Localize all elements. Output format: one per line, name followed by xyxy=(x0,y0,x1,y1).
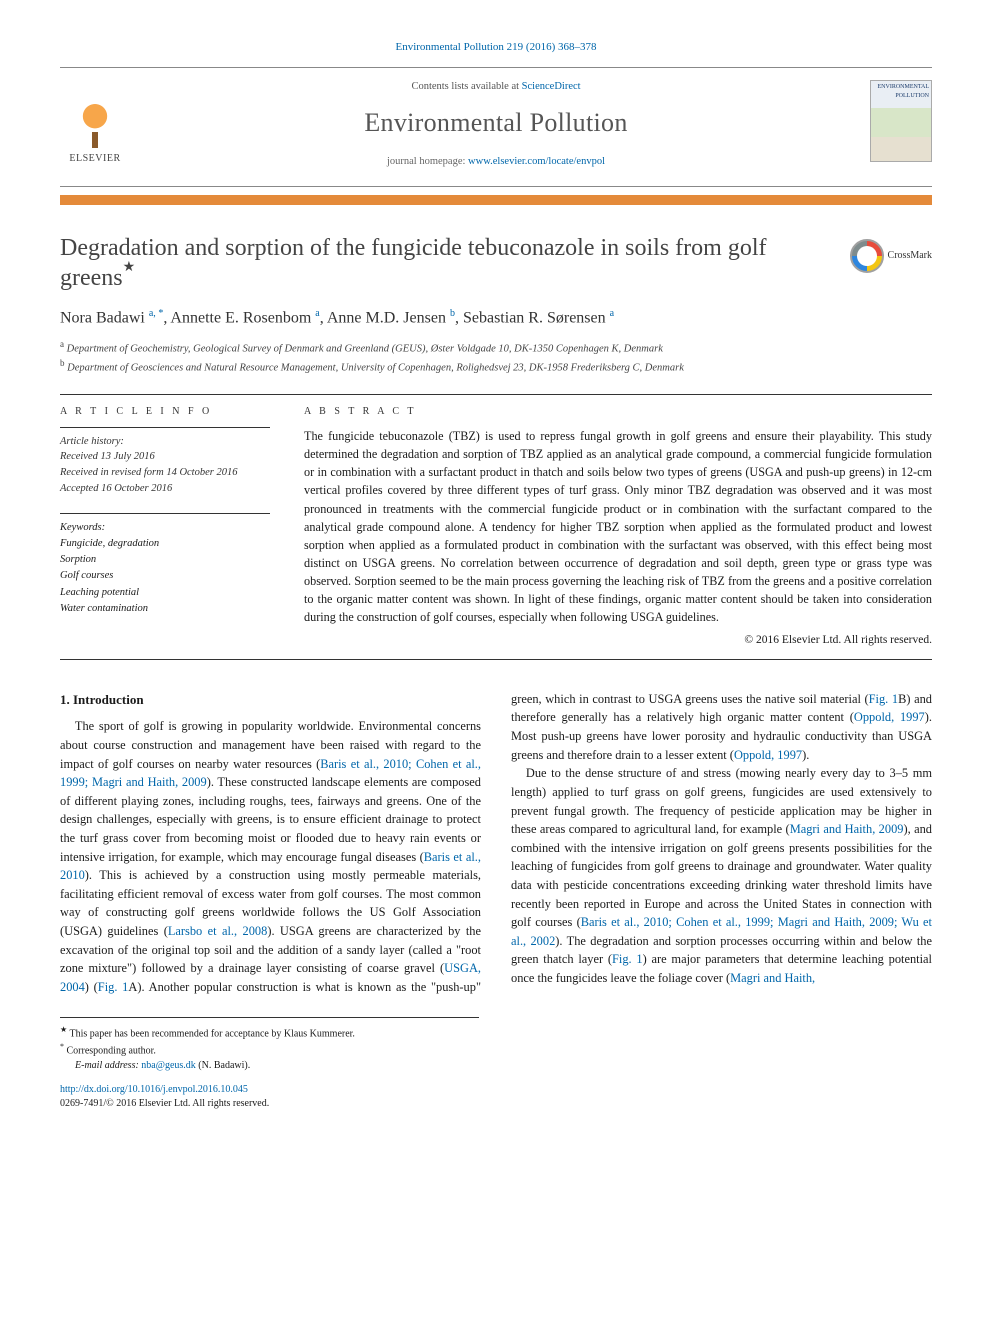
keyword-0: Fungicide, degradation xyxy=(60,536,270,552)
history-accepted: Accepted 16 October 2016 xyxy=(60,481,270,497)
article-info-column: A R T I C L E I N F O Article history: R… xyxy=(60,405,270,649)
body-text: 1. Introduction The sport of golf is gro… xyxy=(60,690,932,997)
publisher-name: ELSEVIER xyxy=(69,152,120,166)
aff-a3: a xyxy=(610,308,614,319)
aff-b: b xyxy=(450,308,455,319)
affiliation-b: Department of Geosciences and Natural Re… xyxy=(67,362,684,373)
p3b: ), and combined with the intensive irrig… xyxy=(511,822,932,929)
divider xyxy=(60,394,932,395)
accent-bar xyxy=(60,195,932,205)
title-footnote-star: ★ xyxy=(123,260,136,275)
fn-star-text: This paper has been recommended for acce… xyxy=(70,1028,355,1039)
aff-a2: a xyxy=(315,308,319,319)
cite-3[interactable]: Larsbo et al., 2008 xyxy=(168,924,267,938)
cite-8[interactable]: Oppold, 1997 xyxy=(734,748,802,762)
cite-9[interactable]: Magri and Haith, 2009 xyxy=(790,822,904,836)
contents-prefix: Contents lists available at xyxy=(411,81,521,92)
divider-2 xyxy=(60,659,932,660)
aff-a: a, xyxy=(149,308,156,319)
keywords-label: Keywords: xyxy=(60,520,270,536)
journal-cover-thumb: ENVIRONMENTAL POLLUTION xyxy=(870,80,932,162)
corr-star: * xyxy=(158,308,163,319)
homepage-prefix: journal homepage: xyxy=(387,156,468,167)
cite-7[interactable]: Oppold, 1997 xyxy=(854,710,925,724)
affiliations: a Department of Geochemistry, Geological… xyxy=(60,338,932,375)
fn-email-who: (N. Badawi). xyxy=(198,1060,250,1071)
issn-line: 0269-7491/© 2016 Elsevier Ltd. All right… xyxy=(60,1097,932,1111)
homepage-link[interactable]: www.elsevier.com/locate/envpol xyxy=(468,156,605,167)
abstract-text: The fungicide tebuconazole (TBZ) is used… xyxy=(304,427,932,626)
crossmark-label: CrossMark xyxy=(888,249,932,263)
fn-email-label: E-mail address: xyxy=(75,1060,141,1071)
cite-5[interactable]: Fig. 1 xyxy=(98,980,129,994)
article-info-head: A R T I C L E I N F O xyxy=(60,405,270,419)
copyright-line: © 2016 Elsevier Ltd. All rights reserved… xyxy=(304,632,932,649)
keywords-block: Keywords: Fungicide, degradation Sorptio… xyxy=(60,513,270,618)
crossmark-badge[interactable]: CrossMark xyxy=(850,239,932,273)
keyword-4: Water contamination xyxy=(60,601,270,617)
keyword-3: Leaching potential xyxy=(60,585,270,601)
history-received: Received 13 July 2016 xyxy=(60,449,270,465)
journal-reference: Environmental Pollution 219 (2016) 368–3… xyxy=(60,40,932,55)
p2b: ) ( xyxy=(85,980,98,994)
authors-line: Nora Badawi a, *, Annette E. Rosenbom a,… xyxy=(60,307,932,330)
publisher-logo: ELSEVIER xyxy=(60,86,130,166)
history-label: Article history: xyxy=(60,434,270,450)
cite-11[interactable]: Fig. 1 xyxy=(612,952,643,966)
homepage-line: journal homepage: www.elsevier.com/locat… xyxy=(60,155,932,170)
journal-name: Environmental Pollution xyxy=(60,105,932,141)
fn-corr-text: Corresponding author. xyxy=(67,1045,156,1056)
section-1-head: 1. Introduction xyxy=(60,690,481,710)
cite-12[interactable]: Magri and Haith, xyxy=(730,971,815,985)
fn-star-icon: ★ xyxy=(60,1025,67,1034)
article-title: Degradation and sorption of the fungicid… xyxy=(60,233,832,293)
fn-corr-icon: * xyxy=(60,1042,64,1051)
cite-6[interactable]: Fig. 1 xyxy=(869,692,898,706)
contents-line: Contents lists available at ScienceDirec… xyxy=(60,80,932,95)
article-history: Article history: Received 13 July 2016 R… xyxy=(60,427,270,497)
footnotes: ★ This paper has been recommended for ac… xyxy=(60,1017,479,1074)
p2f: ). xyxy=(802,748,809,762)
history-revised: Received in revised form 14 October 2016 xyxy=(60,465,270,481)
fn-email-link[interactable]: nba@geus.dk xyxy=(141,1060,195,1071)
crossmark-icon xyxy=(850,239,884,273)
footer: http://dx.doi.org/10.1016/j.envpol.2016.… xyxy=(60,1083,932,1111)
abstract-head: A B S T R A C T xyxy=(304,405,932,420)
sciencedirect-link[interactable]: ScienceDirect xyxy=(522,81,581,92)
elsevier-tree-icon xyxy=(69,98,121,150)
abstract-column: A B S T R A C T The fungicide tebuconazo… xyxy=(304,405,932,649)
journal-header: ELSEVIER ENVIRONMENTAL POLLUTION Content… xyxy=(60,67,932,187)
title-text: Degradation and sorption of the fungicid… xyxy=(60,235,766,291)
doi-link[interactable]: http://dx.doi.org/10.1016/j.envpol.2016.… xyxy=(60,1084,248,1095)
keyword-2: Golf courses xyxy=(60,568,270,584)
affiliation-a: Department of Geochemistry, Geological S… xyxy=(67,344,663,355)
keyword-1: Sorption xyxy=(60,552,270,568)
